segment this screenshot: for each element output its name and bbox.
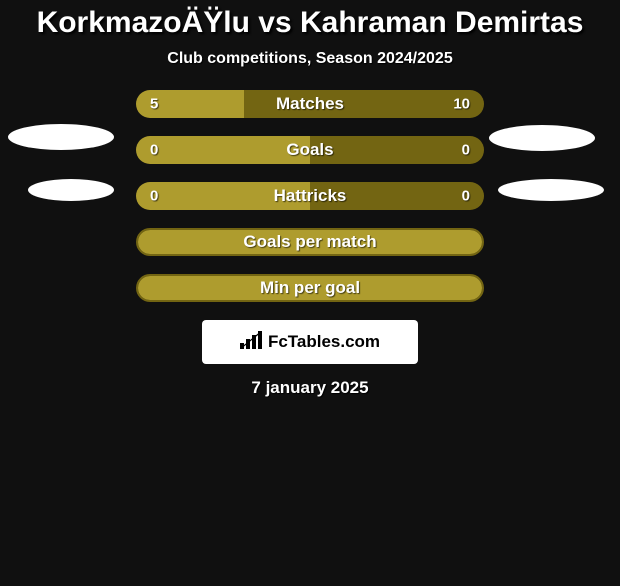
brand-badge: FcTables.com — [202, 320, 418, 364]
brand-text: FcTables.com — [268, 332, 380, 352]
page-title: KorkmazoÄŸlu vs Kahraman Demirtas — [0, 6, 620, 40]
stat-value-left: 0 — [150, 188, 158, 205]
stat-label: Matches — [276, 94, 344, 114]
stat-value-right: 10 — [453, 96, 470, 113]
stat-row: Hattricks 0 0 — [136, 182, 484, 210]
stat-row: Matches 5 10 — [136, 90, 484, 118]
stat-label: Goals — [286, 140, 333, 160]
stat-label: Goals per match — [243, 232, 376, 252]
bar-chart-icon — [240, 331, 262, 354]
stat-bar-right-fill — [310, 136, 484, 164]
stat-value-left: 5 — [150, 96, 158, 113]
subtitle: Club competitions, Season 2024/2025 — [0, 50, 620, 68]
stat-bar-left-fill — [136, 136, 310, 164]
date-text: 7 january 2025 — [0, 378, 620, 398]
stat-label: Hattricks — [274, 186, 347, 206]
stat-row: Goals 0 0 — [136, 136, 484, 164]
stat-value-right: 0 — [462, 188, 470, 205]
stat-rows: Matches 5 10 Goals 0 0 Hattricks 0 0 Goals per ma… — [0, 68, 620, 302]
stat-value-right: 0 — [462, 142, 470, 159]
stat-row: Goals per match — [136, 228, 484, 256]
stat-row: Min per goal — [136, 274, 484, 302]
stat-value-left: 0 — [150, 142, 158, 159]
stat-label: Min per goal — [260, 278, 360, 298]
